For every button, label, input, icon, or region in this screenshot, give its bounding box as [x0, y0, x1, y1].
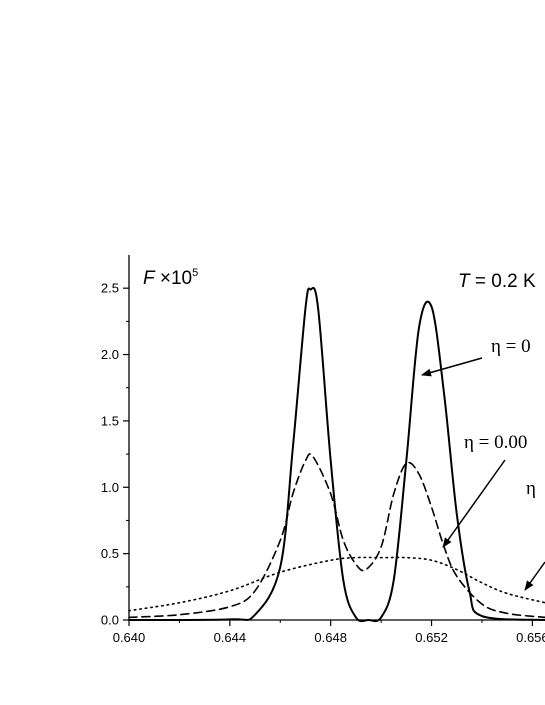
y-tick-label: 1.0 [101, 480, 119, 495]
x-tick-label: 0.640 [113, 630, 146, 645]
annotation-eta-dotted: η [526, 478, 536, 499]
series-dotted [128, 556, 545, 612]
y-tick-label: 0.5 [101, 546, 119, 561]
y-tick-label: 2.0 [101, 347, 119, 362]
x-tick-label: 0.644 [214, 630, 247, 645]
series-dashed [128, 453, 545, 619]
y-axis-label: F ×105 [143, 267, 198, 289]
x-tick-label: 0.656 [516, 630, 545, 645]
series-solid [128, 286, 545, 623]
arrow-dashed [442, 459, 506, 548]
arrow-solid [421, 357, 483, 377]
annotation-eta-solid: η = 0 [491, 336, 531, 357]
x-tick-label: 0.648 [314, 630, 347, 645]
y-tick-label: 2.5 [101, 281, 119, 296]
curves [128, 286, 545, 623]
annotation-eta-dashed: η = 0.00 [464, 432, 527, 453]
y-tick-label: 1.5 [101, 413, 119, 428]
temperature-label: T = 0.2 K [458, 271, 536, 292]
ticks: 0.0 0.5 1.0 1.5 2.0 2.5 0.640 0.644 0.648 0.652 0.… [101, 281, 545, 645]
x-tick-label: 0.652 [415, 630, 448, 645]
y-tick-label: 0.0 [101, 613, 119, 628]
arrow-dotted [524, 561, 545, 591]
